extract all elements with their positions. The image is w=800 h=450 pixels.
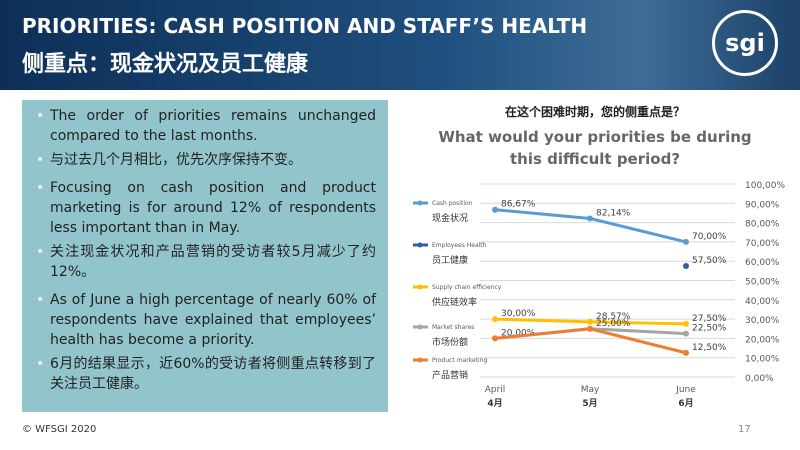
header: PRIORITIES: CASH POSITION AND STAFF’S HE… [0, 0, 800, 90]
data-point [587, 318, 593, 325]
data-point [492, 316, 498, 323]
series-line [494, 327, 687, 355]
bullet-list: The order of priorities remains unchange… [32, 106, 376, 394]
data-point [492, 335, 498, 342]
data-label: 57,50% [692, 256, 727, 266]
data-point [683, 349, 689, 356]
data-point [587, 325, 593, 332]
copyright: © WFSGI 2020 [22, 424, 97, 435]
legend-swatch-dot [417, 284, 423, 290]
text-panel: The order of priorities remains unchange… [22, 100, 388, 412]
y-tick-label: 20,00% [745, 335, 780, 345]
data-label: 25,00% [596, 319, 631, 329]
data-point [587, 215, 593, 222]
x-tick-label: June [675, 385, 696, 395]
legend-swatch-dot [417, 357, 423, 363]
data-label: 70,00% [692, 232, 727, 242]
bullet: As of June a high percentage of nearly 6… [36, 290, 376, 350]
y-tick-label: 50,00% [745, 278, 780, 288]
bullet: 关注现金状况和产品营销的受访者较5月减少了约12%。 [36, 242, 376, 282]
data-label: 27,50% [692, 314, 727, 324]
legend-label: Supply chain efficiency [432, 284, 502, 291]
y-tick-label: 10,00% [745, 355, 780, 365]
y-tick-label: 0,00% [745, 374, 774, 384]
chart-subtitle: 在这个困难时期，您的侧重点是？ [504, 105, 685, 119]
bullet: Focusing on cash position and product ma… [36, 178, 376, 238]
legend-label-secondary: 产品营销 [432, 369, 468, 381]
y-tick-label: 40,00% [745, 297, 780, 307]
data-label: 22,50% [692, 324, 727, 334]
y-tick-label: 90,00% [745, 200, 780, 210]
data-point [587, 325, 593, 332]
legend-swatch-dot [417, 242, 423, 248]
y-tick-label: 60,00% [745, 258, 780, 268]
x-tick-label-secondary: 4月 [487, 398, 502, 409]
y-tick-label: 30,00% [745, 316, 780, 326]
data-point [683, 238, 689, 245]
legend-label-secondary: 市场份额 [432, 336, 468, 348]
data-point [683, 263, 689, 270]
legend-label: Product marketing [432, 357, 487, 364]
legend-label-secondary: 供应链效率 [432, 296, 477, 308]
legend-label: Market shares [432, 324, 474, 331]
data-label: 82,14% [596, 208, 631, 218]
legend-label: Employees Health [432, 242, 487, 249]
x-tick-label: April [485, 385, 506, 395]
data-label: 12,50% [692, 343, 727, 353]
legend-label-secondary: 现金状况 [432, 212, 468, 224]
logo: sgi [712, 10, 778, 76]
data-point [492, 335, 498, 342]
data-point [683, 320, 689, 327]
x-tick-label: May [581, 385, 600, 395]
y-tick-label: 80,00% [745, 220, 780, 230]
legend-swatch-dot [417, 200, 423, 206]
legend-swatch-dot [417, 324, 423, 330]
data-label: 30,00% [501, 309, 536, 319]
bullet: 6月的结果显示，近60%的受访者将侧重点转移到了关注员工健康。 [36, 354, 376, 394]
page-number: 17 [738, 424, 751, 435]
data-label: 20,00% [501, 328, 536, 338]
bullet: The order of priorities remains unchange… [36, 106, 376, 146]
legend-label-secondary: 员工健康 [432, 254, 468, 266]
chart-title: What would your priorities be during thi… [438, 128, 752, 168]
chart-heading: 在这个困难时期，您的侧重点是？ What would your prioriti… [430, 103, 760, 170]
data-label: 86,67% [501, 200, 536, 210]
title: PRIORITIES: CASH POSITION AND STAFF’S HE… [22, 14, 588, 38]
data-point [683, 330, 689, 337]
subtitle: 侧重点：现金状况及员工健康 [22, 52, 309, 77]
data-point [492, 206, 498, 213]
x-tick-label-secondary: 5月 [582, 398, 597, 409]
y-tick-label: 70,00% [745, 239, 780, 249]
series-line [494, 327, 687, 340]
series-line [494, 208, 687, 244]
data-label: 28,57% [596, 312, 631, 322]
legend-label: Cash position [432, 200, 473, 207]
bullet: 与过去几个月相比，优先次序保持不变。 [36, 150, 376, 170]
series-line [494, 317, 687, 326]
x-tick-label-secondary: 6月 [678, 398, 693, 409]
y-tick-label: 100,00% [745, 181, 785, 191]
